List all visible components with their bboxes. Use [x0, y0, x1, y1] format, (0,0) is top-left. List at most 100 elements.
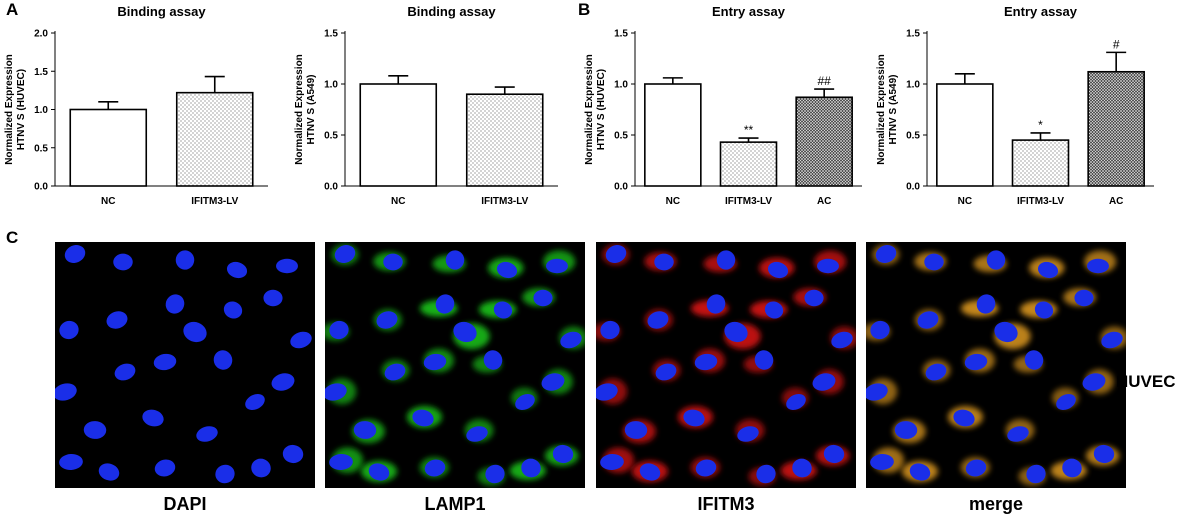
y-tick-label: 1.0	[324, 80, 338, 91]
nucleus	[756, 464, 776, 484]
nucleus	[1037, 261, 1059, 279]
micrograph-label-lamp1: LAMP1	[424, 494, 486, 514]
y-tick-label: 0.0	[324, 182, 338, 193]
panel-letter-a: A	[6, 0, 19, 19]
nucleus	[368, 463, 390, 481]
nucleus	[716, 250, 736, 270]
chart-title: Binding assay	[117, 4, 206, 19]
nucleus	[251, 458, 271, 478]
y-tick-label: 2.0	[34, 29, 48, 40]
nucleus	[175, 250, 195, 270]
nucleus	[953, 409, 975, 427]
nucleus	[546, 258, 568, 274]
nucleus	[786, 393, 806, 411]
y-tick-label: 1.5	[614, 29, 628, 40]
nucleus	[695, 459, 717, 477]
nucleus	[767, 261, 789, 279]
nucleus	[424, 459, 446, 477]
y-tick-label: 0.0	[906, 182, 920, 193]
nucleus	[605, 245, 627, 263]
bar-nc	[359, 83, 438, 187]
nucleus	[282, 444, 304, 464]
micrograph-ifitm3	[596, 242, 856, 488]
nucleus	[560, 331, 582, 349]
bar-nc	[69, 108, 148, 187]
nucleus	[866, 383, 888, 401]
nucleus	[353, 421, 377, 439]
nucleus	[1087, 258, 1109, 274]
nucleus	[823, 444, 845, 464]
nucleus	[376, 311, 398, 329]
y-tick-label: 1.0	[614, 80, 628, 91]
bar-nc	[644, 83, 702, 187]
y-axis-label-line1: Normalized Expression	[294, 54, 305, 165]
nucleus	[764, 301, 784, 319]
nucleus	[271, 373, 295, 391]
bar-ifitm3-lv	[175, 91, 254, 187]
nucleus	[737, 426, 759, 442]
x-tick-label: AC	[1109, 196, 1123, 207]
bar-ac	[1087, 70, 1145, 187]
nucleus	[965, 459, 987, 477]
y-tick-label: 1.0	[906, 80, 920, 91]
nucleus	[329, 320, 349, 340]
nucleus	[223, 301, 243, 319]
x-tick-label: NC	[391, 196, 405, 207]
nucleus	[334, 245, 356, 263]
nucleus	[263, 289, 283, 307]
nucleus	[986, 250, 1006, 270]
nucleus	[1034, 301, 1054, 319]
y-axis-label-line2: HTNV S (HUVEC)	[16, 69, 27, 150]
nucleus	[226, 261, 248, 279]
nucleus	[724, 321, 748, 343]
nucleus	[1074, 289, 1094, 307]
nucleus	[1093, 444, 1115, 464]
nucleus	[213, 350, 233, 370]
chart-title: Entry assay	[1004, 4, 1078, 19]
bar-ifitm3-lv	[465, 93, 544, 187]
y-tick-label: 1.0	[34, 105, 48, 116]
nucleus	[153, 353, 177, 371]
micrograph-label-ifitm3: IFITM3	[697, 494, 755, 514]
y-tick-label: 1.5	[34, 67, 48, 78]
nucleus	[483, 350, 503, 370]
nucleus	[541, 373, 565, 391]
nucleus	[384, 363, 406, 381]
nucleus	[647, 311, 669, 329]
micrograph-label-merge: merge	[968, 494, 1024, 514]
nucleus	[870, 454, 894, 470]
nucleus	[976, 294, 996, 314]
nucleus	[183, 321, 207, 343]
nucleus	[812, 373, 836, 391]
panel-letter-b: B	[578, 0, 591, 19]
nucleus	[994, 321, 1018, 343]
nucleus	[1082, 373, 1106, 391]
nucleus	[600, 320, 620, 340]
significance-mark: **	[744, 123, 754, 137]
micrograph-label-dapi: DAPI	[163, 494, 207, 514]
nucleus	[290, 331, 312, 349]
binding-assay-a549-chart: Binding assay Normalized Expression HTNV S…	[294, 4, 558, 207]
nucleus	[453, 321, 477, 343]
nucleus	[754, 350, 774, 370]
micrograph-merge	[866, 242, 1126, 488]
y-axis-label-line2: HTNV S (HUVEC)	[596, 69, 607, 150]
bar-ac	[795, 96, 853, 187]
nucleus	[706, 294, 726, 314]
nucleus	[245, 393, 265, 411]
x-tick-label: IFITM3-LV	[725, 196, 772, 207]
nucleus	[804, 289, 824, 307]
nucleus	[106, 311, 128, 329]
nucleus	[83, 421, 107, 439]
y-tick-label: 0.5	[614, 131, 628, 142]
binding-assay-huvec-chart: Binding assay Normalized Expression HTNV S…	[4, 4, 268, 207]
nucleus	[683, 409, 705, 427]
nucleus	[1101, 331, 1123, 349]
y-tick-label: 0.5	[34, 143, 48, 154]
nucleus	[325, 383, 347, 401]
nucleus	[113, 253, 133, 271]
significance-mark: *	[1038, 118, 1043, 132]
x-tick-label: NC	[101, 196, 115, 207]
nucleus	[215, 464, 235, 484]
nucleus	[552, 444, 574, 464]
